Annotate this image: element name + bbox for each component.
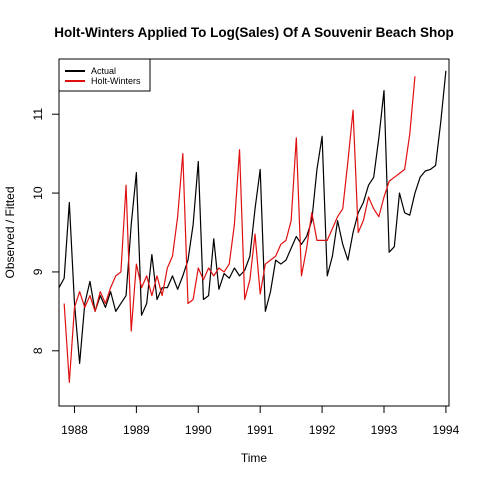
y-tick-label: 8 <box>31 347 45 354</box>
legend-label-holt-winters: Holt-Winters <box>91 76 141 86</box>
x-tick-label: 1988 <box>61 423 88 437</box>
x-tick-label: 1994 <box>433 423 460 437</box>
y-tick-label: 10 <box>31 186 45 200</box>
series-line-holt-winters <box>63 76 416 383</box>
legend-box <box>58 58 151 92</box>
y-axis: 8 9 10 11 <box>31 108 59 354</box>
x-axis: 1988 1989 1990 1991 1992 1993 1994 <box>61 406 460 437</box>
x-tick-label: 1991 <box>247 423 274 437</box>
y-tick-label: 11 <box>31 108 45 121</box>
x-tick-label: 1993 <box>371 423 398 437</box>
chart-title: Holt-Winters Applied To Log(Sales) Of A … <box>54 25 453 40</box>
x-tick-label: 1992 <box>309 423 336 437</box>
legend-label-actual: Actual <box>91 66 116 76</box>
x-tick-label: 1989 <box>123 423 150 437</box>
series-layer <box>58 70 447 383</box>
x-axis-label: Time <box>241 451 268 465</box>
legend: Actual Holt-Winters <box>58 58 151 92</box>
y-tick-label: 9 <box>31 268 45 275</box>
plot-frame <box>58 58 450 407</box>
x-tick-label: 1990 <box>185 423 212 437</box>
series-line-actual <box>58 70 447 365</box>
y-axis-label: Observed / Fitted <box>3 186 17 278</box>
